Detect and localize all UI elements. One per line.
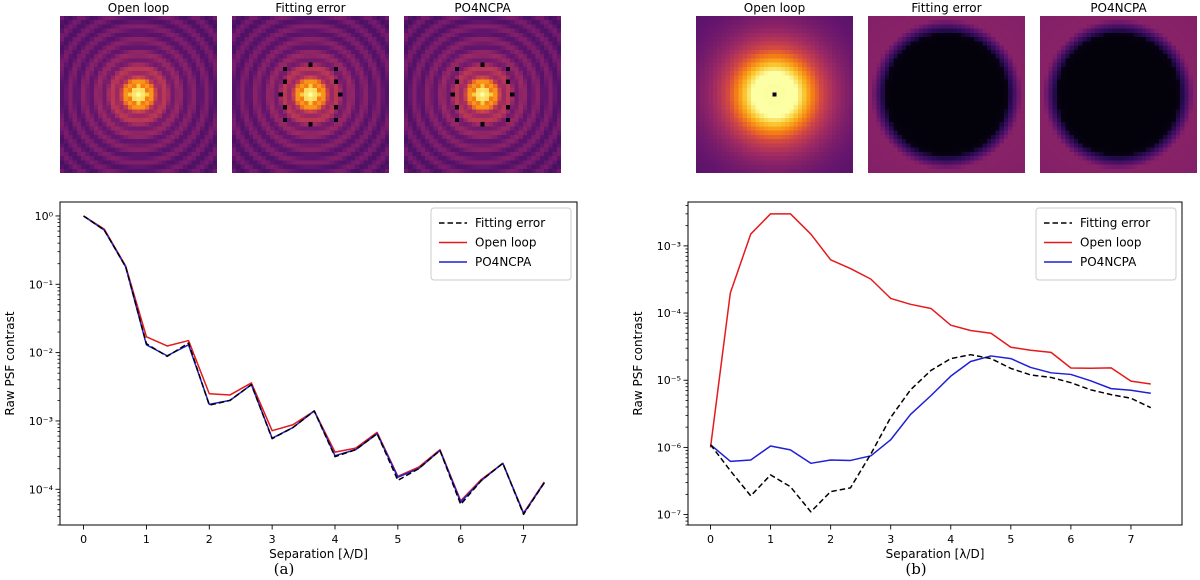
legend-label: Fitting error	[1080, 216, 1150, 230]
caption-a: (a)	[274, 560, 295, 578]
psf-image-title: Fitting error	[275, 1, 345, 15]
chart-a: 10⁰ 10⁻¹ 10⁻² 10⁻³ 10⁻⁴ 0 1 2 3 4 5 6 7 Separation [λ…	[3, 201, 578, 561]
psf-image-a-3: PO4NCPA	[404, 1, 561, 173]
series-line-po4ncpa	[710, 355, 1151, 465]
psf-images: Open loop Fitting error PO4NCPA Open loop Fi…	[60, 1, 1197, 173]
x-tick-label: 6	[1067, 533, 1074, 546]
series-line-open-loop	[709, 213, 1151, 448]
psf-image-pixels	[868, 16, 1025, 173]
y-tick-label: 10⁻⁵	[657, 374, 681, 387]
psf-image-pixels	[404, 16, 561, 173]
x-tick-label: 0	[707, 533, 714, 546]
series-line-fitting-error	[83, 215, 545, 516]
x-axis-label: Separation [λ/D]	[269, 547, 368, 561]
psf-image-title: PO4NCPA	[1090, 1, 1147, 15]
x-tick-label: 1	[143, 533, 150, 546]
x-tick-label: 5	[1007, 533, 1014, 546]
x-tick-label: 2	[206, 533, 213, 546]
y-tick-label: 10⁻³	[29, 415, 53, 428]
psf-image-b-3: PO4NCPA	[1040, 1, 1197, 173]
contrast-charts: 10⁰ 10⁻¹ 10⁻² 10⁻³ 10⁻⁴ 0 1 2 3 4 5 6 7 Separation [λ…	[3, 201, 1183, 561]
psf-image-title: Open loop	[108, 1, 170, 15]
legend-label: Fitting error	[475, 216, 545, 230]
y-tick-label: 10⁻²	[29, 347, 53, 360]
y-tick-label: 10⁻⁷	[657, 509, 681, 522]
x-tick-label: 1	[767, 533, 774, 546]
x-tick-label: 4	[947, 533, 954, 546]
y-tick-label: 10⁻⁴	[657, 307, 682, 320]
captions: (a) (b)	[274, 560, 927, 578]
x-tick-label: 0	[80, 533, 87, 546]
chart-b: 10⁻³ 10⁻⁴ 10⁻⁵ 10⁻⁶ 10⁻⁷ 0 1 2 3 4 5 6 7 Separation […	[631, 201, 1183, 561]
y-tick-label: 10⁰	[35, 210, 54, 223]
x-tick-label: 3	[887, 533, 894, 546]
psf-image-title: Open loop	[744, 1, 806, 15]
psf-image-b-1: Open loop	[696, 1, 853, 173]
y-tick-label: 10⁻⁶	[657, 441, 682, 454]
x-axis-label: Separation [λ/D]	[886, 547, 985, 561]
psf-image-a-1: Open loop	[60, 1, 217, 173]
legend-label: PO4NCPA	[1080, 255, 1137, 269]
x-tick-label: 5	[394, 533, 401, 546]
plot-frame	[687, 201, 1183, 526]
psf-image-title: PO4NCPA	[454, 1, 511, 15]
legend-label: PO4NCPA	[475, 255, 532, 269]
x-tick-label: 7	[520, 533, 527, 546]
plot-frame	[59, 201, 578, 526]
y-tick-label: 10⁻³	[657, 240, 681, 253]
y-axis-label: Raw PSF contrast	[3, 311, 17, 415]
psf-image-pixels	[1040, 16, 1197, 173]
legend-label: Open loop	[475, 236, 537, 250]
legend-label: Open loop	[1080, 236, 1142, 250]
y-axis-label: Raw PSF contrast	[631, 311, 645, 415]
legend: Fitting error Open loop PO4NCPA	[430, 207, 572, 281]
y-tick-label: 10⁻¹	[29, 278, 53, 291]
x-tick-label: 4	[332, 533, 339, 546]
psf-image-pixels	[60, 16, 217, 173]
x-tick-label: 7	[1127, 533, 1134, 546]
psf-image-pixels	[232, 16, 389, 173]
psf-image-b-2: Fitting error	[868, 1, 1025, 173]
y-tick-label: 10⁻⁴	[29, 483, 54, 496]
series-line-fitting-error	[709, 353, 1152, 513]
psf-image-a-2: Fitting error	[232, 1, 389, 173]
psf-image-title: Fitting error	[911, 1, 981, 15]
x-tick-label: 2	[827, 533, 834, 546]
legend: Fitting error Open loop PO4NCPA	[1035, 207, 1177, 281]
x-tick-label: 3	[269, 533, 276, 546]
x-tick-label: 6	[457, 533, 464, 546]
psf-image-pixels	[696, 16, 853, 173]
caption-b: (b)	[905, 560, 926, 578]
